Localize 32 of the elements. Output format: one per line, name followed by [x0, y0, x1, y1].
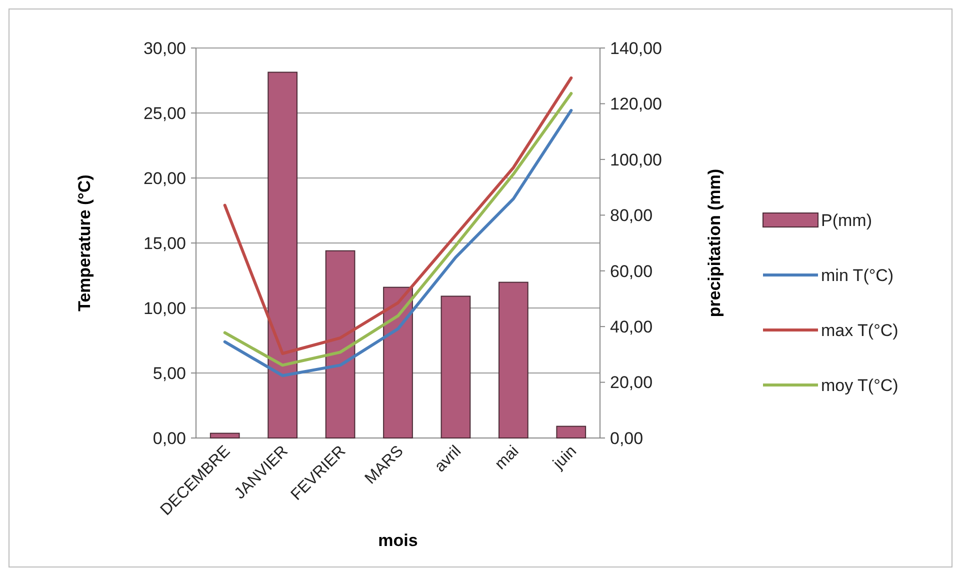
x-tick-label: mai	[492, 442, 522, 474]
x-axis-title: mois	[378, 531, 418, 550]
y-tick-label: 5,00	[152, 364, 186, 383]
y2-tick-label: 100,00	[610, 150, 662, 170]
bar	[268, 72, 298, 438]
y-tick-label: 15,00	[143, 234, 186, 253]
y-tick-label: 10,00	[143, 298, 186, 318]
bar	[440, 296, 471, 438]
y-tick-label: 0,00	[152, 428, 186, 448]
y2-axis-title: precipitation (mm)	[705, 168, 724, 318]
y-tick-label: 30,00	[143, 38, 186, 58]
y2-tick-label: 80,00	[610, 206, 653, 226]
y2-tick-label: 20,00	[610, 373, 653, 392]
y-tick-label: 25,00	[143, 104, 186, 123]
legend-label: P(mm)	[821, 210, 872, 230]
y2-tick-label: 120,00	[610, 94, 662, 114]
legend-label: moy T(°C)	[821, 376, 898, 395]
x-tick-label: juin	[550, 442, 580, 474]
legend-label: min T(°C)	[821, 266, 894, 285]
bar	[498, 282, 528, 438]
y-axis-title: Temperature (°C)	[75, 174, 94, 312]
x-tick-label: avril	[432, 442, 465, 476]
bar	[210, 432, 240, 438]
bar	[325, 250, 356, 438]
legend-label: max T(°C)	[821, 320, 898, 340]
y-tick-label: 20,00	[143, 168, 186, 188]
y2-tick-label: 0,00	[610, 428, 644, 448]
y2-tick-label: 60,00	[610, 262, 653, 281]
y2-tick-label: 40,00	[610, 318, 653, 337]
y2-tick-label: 140,00	[610, 38, 662, 58]
bar	[556, 426, 586, 438]
bar	[383, 286, 413, 438]
